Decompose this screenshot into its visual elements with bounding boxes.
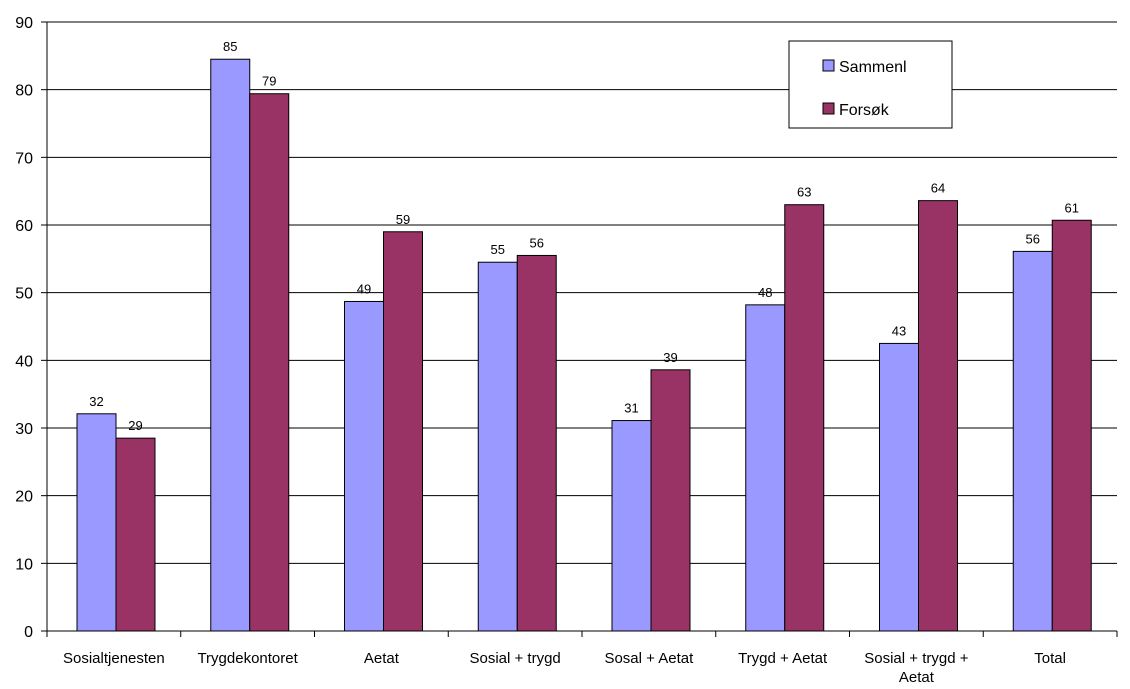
x-category-label: Trygd + Aetat — [738, 650, 828, 667]
legend-swatch — [822, 102, 835, 115]
bar-forsok — [650, 369, 691, 632]
y-tick-label: 90 — [15, 15, 33, 32]
bar-forsok — [115, 437, 156, 632]
y-tick-label: 0 — [24, 624, 33, 641]
y-tick-label: 40 — [15, 353, 33, 370]
y-tick-label: 30 — [15, 421, 33, 438]
x-category-label: Total — [1034, 650, 1066, 667]
data-label: 56 — [530, 235, 544, 250]
x-category-label: Sosal + Aetat — [604, 650, 694, 667]
y-tick-label: 80 — [15, 83, 33, 100]
x-category-label: Aetat — [364, 650, 400, 667]
y-axis-tick-labels: 0 10 20 30 40 50 60 70 80 90 — [15, 15, 47, 641]
legend-label: Sammenl — [839, 59, 907, 76]
y-tick-label: 60 — [15, 218, 33, 235]
bar-sammenl — [611, 420, 652, 632]
data-label: 31 — [624, 401, 638, 416]
bar-sammenl — [879, 342, 919, 632]
x-category-label: Sosialtjenesten — [63, 650, 165, 667]
bar-forsok — [784, 204, 825, 632]
data-label: 59 — [396, 212, 410, 227]
x-category-label: Trygdekontoret — [197, 650, 298, 667]
bar-sammenl — [76, 413, 117, 632]
bar-sammenl — [745, 304, 786, 632]
bar-sammenl — [477, 261, 518, 632]
y-tick-label: 10 — [15, 556, 33, 573]
x-category-label: Sosial + trygd + — [864, 650, 968, 667]
data-label: 61 — [1065, 200, 1079, 215]
y-tick-label: 20 — [15, 489, 33, 506]
data-label: 79 — [262, 74, 276, 89]
data-label: 49 — [357, 281, 371, 296]
bar-sammenl — [344, 300, 384, 632]
bar-forsok — [383, 231, 423, 632]
legend-box — [788, 40, 953, 129]
legend-label: Forsøk — [839, 102, 890, 119]
x-category-label: Aetat — [899, 669, 935, 684]
data-label: 56 — [1026, 231, 1040, 246]
bar-forsok — [1051, 219, 1092, 632]
legend-swatch — [822, 59, 835, 72]
bar-sammenl — [210, 58, 251, 632]
x-axis-category-labels: Sosialtjenesten Trygdekontoret Aetat Sosial… — [63, 650, 1066, 686]
bars — [76, 58, 1092, 632]
data-label: 55 — [491, 242, 505, 257]
bar-forsok — [918, 200, 958, 632]
y-tick-label: 70 — [15, 150, 33, 167]
data-label: 39 — [663, 350, 677, 365]
data-label: 48 — [758, 285, 772, 300]
bar-sammenl — [1012, 250, 1053, 632]
legend: Sammenl Forsøk — [788, 40, 953, 129]
x-axis-tick-marks — [46, 631, 1118, 637]
data-labels: 32 85 49 55 31 48 43 56 29 79 59 56 39 63 64 61 — [89, 39, 1079, 433]
data-label: 32 — [89, 394, 103, 409]
data-label: 64 — [931, 181, 945, 196]
x-category-label: Sosial + trygd — [469, 650, 560, 667]
y-tick-label: 50 — [15, 286, 33, 303]
bar-forsok — [516, 254, 557, 632]
data-label: 29 — [128, 418, 142, 433]
data-label: 63 — [797, 185, 811, 200]
data-label: 43 — [892, 323, 906, 338]
bar-forsok — [249, 93, 290, 632]
data-label: 85 — [223, 39, 237, 54]
